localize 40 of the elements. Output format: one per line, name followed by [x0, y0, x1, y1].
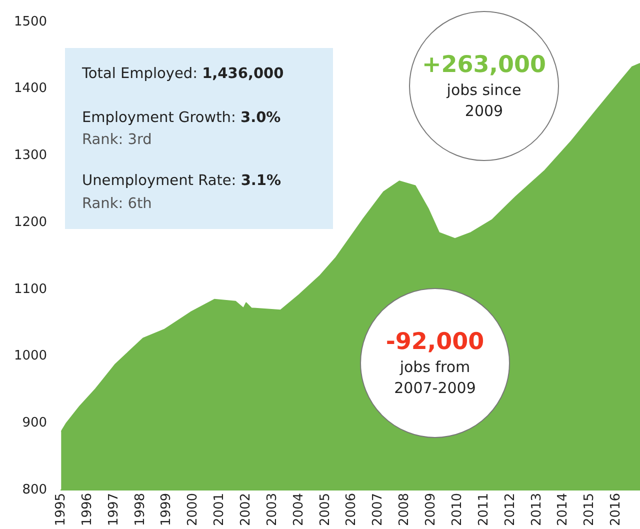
x-tick-label: 2011 [476, 492, 492, 526]
annotation: Rank: 3rd [82, 132, 152, 148]
x-tick-label: 2001 [212, 492, 228, 526]
x-tick-label: 2013 [529, 492, 544, 526]
x-tick-label: 1995 [53, 492, 68, 526]
x-tick-label: 2010 [450, 492, 465, 526]
x-tick-label: 2002 [238, 492, 254, 526]
annotation: Rank: 6th [82, 196, 152, 212]
y-tick-label: 1200 [14, 214, 48, 230]
x-tick-label: 2000 [186, 492, 201, 526]
x-tick-label: 2016 [608, 492, 624, 526]
circle-callout: +263,000 jobs since 2009 [409, 11, 559, 161]
annotation: jobs since 2009 [446, 80, 522, 122]
y-tick-label: 1500 [14, 14, 48, 30]
y-tick-label: 1400 [14, 81, 48, 96]
y-tick-label: 900 [22, 415, 48, 430]
y-tick-label: 800 [22, 482, 48, 498]
x-tick-label: 2012 [502, 492, 518, 526]
x-tick-label: 2015 [582, 492, 598, 526]
x-tick-label: 2006 [344, 492, 360, 526]
annotation: -92,000 [384, 329, 486, 355]
x-tick-label: 1998 [132, 492, 148, 526]
x-tick-label: 2003 [264, 492, 280, 526]
annotation: +263,000 [420, 52, 548, 78]
annotation: Employment Growth: 3.0% [82, 110, 281, 126]
x-tick-label: 2007 [370, 492, 386, 526]
y-tick-label: 1000 [14, 348, 48, 364]
y-tick-label: 1300 [14, 148, 48, 164]
annotation: Total Employed: 1,436,000 [82, 66, 284, 82]
annotation: jobs from 2007-2009 [393, 357, 477, 399]
x-tick-label: 2005 [318, 492, 333, 526]
x-tick-label: 2004 [291, 492, 306, 526]
x-tick-label: 1997 [106, 492, 122, 526]
x-tick-label: 2014 [556, 492, 571, 526]
y-tick-label: 1100 [14, 282, 48, 297]
x-tick-label: 2009 [424, 492, 439, 526]
x-tick-label: 1999 [159, 492, 174, 526]
x-tick-label: 1996 [80, 492, 95, 526]
annotation: Unemployment Rate: 3.1% [82, 173, 282, 189]
x-tick-label: 2008 [397, 492, 412, 526]
